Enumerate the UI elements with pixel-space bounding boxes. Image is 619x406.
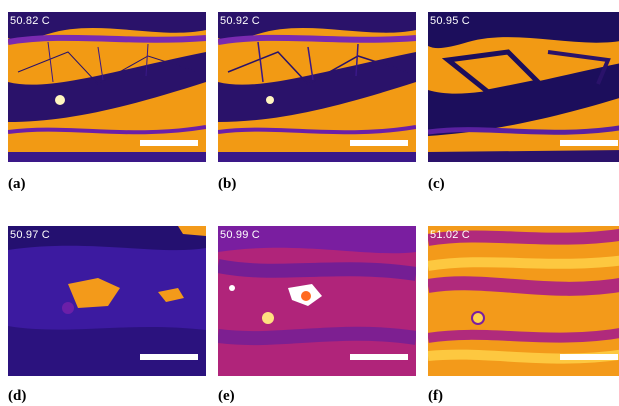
caption-f: (f) bbox=[428, 388, 443, 404]
caption-b: (b) bbox=[218, 176, 237, 192]
thermal-image-a-graphic bbox=[8, 12, 206, 162]
temperature-label-e: 50.99 C bbox=[220, 229, 260, 241]
thermal-image-f-graphic bbox=[428, 226, 619, 376]
thermal-image-c-graphic bbox=[428, 12, 619, 162]
thermal-image-a: 50.82 C bbox=[8, 12, 206, 162]
scale-bar-d bbox=[140, 354, 198, 360]
scale-bar-a bbox=[140, 140, 198, 146]
temperature-label-f: 51.02 C bbox=[430, 229, 470, 241]
temperature-label-d: 50.97 C bbox=[10, 229, 50, 241]
scale-bar-c bbox=[560, 140, 618, 146]
thermal-image-f: 51.02 C bbox=[428, 226, 619, 376]
scale-bar-f bbox=[560, 354, 618, 360]
temperature-label-c: 50.95 C bbox=[430, 15, 470, 27]
thermal-image-b-graphic bbox=[218, 12, 416, 162]
temperature-label-a: 50.82 C bbox=[10, 15, 50, 27]
thermal-image-e-graphic bbox=[218, 226, 416, 376]
caption-a: (a) bbox=[8, 176, 26, 192]
thermal-image-d: 50.97 C bbox=[8, 226, 206, 376]
temperature-label-b: 50.92 C bbox=[220, 15, 260, 27]
caption-c: (c) bbox=[428, 176, 445, 192]
caption-e: (e) bbox=[218, 388, 235, 404]
thermal-image-d-graphic bbox=[8, 226, 206, 376]
thermal-image-b: 50.92 C bbox=[218, 12, 416, 162]
thermal-image-c: 50.95 C bbox=[428, 12, 619, 162]
scale-bar-e bbox=[350, 354, 408, 360]
thermal-image-e: 50.99 C bbox=[218, 226, 416, 376]
scale-bar-b bbox=[350, 140, 408, 146]
caption-d: (d) bbox=[8, 388, 27, 404]
